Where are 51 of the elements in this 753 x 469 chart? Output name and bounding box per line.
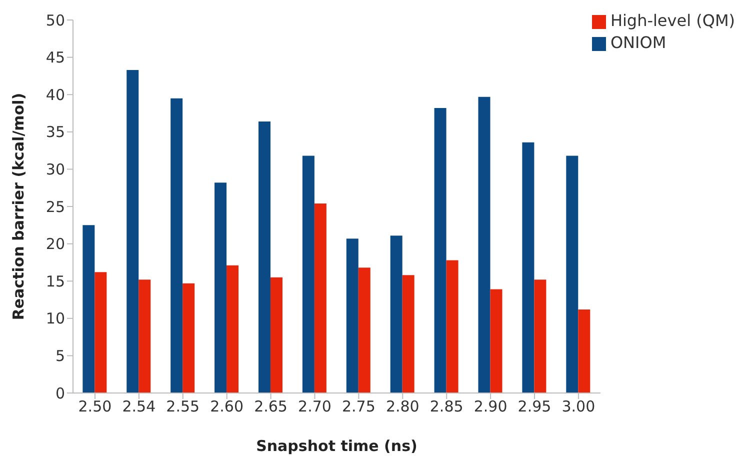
x-axis-title: Snapshot time (ns) (256, 437, 418, 455)
y-tick-label: 0 (55, 384, 65, 402)
y-tick-label: 5 (55, 347, 65, 366)
x-tick-label: 2.55 (166, 398, 200, 416)
x-tick-label: 2.65 (254, 398, 288, 416)
y-axis-title: Reaction barrier (kcal/mol) (9, 92, 28, 320)
bar (490, 289, 502, 393)
bar (402, 275, 414, 393)
bar (446, 260, 458, 393)
legend-label: ONIOM (610, 33, 666, 52)
bar (226, 265, 239, 393)
bar (346, 238, 358, 393)
x-tick-label: 2.50 (78, 398, 112, 416)
bar (314, 204, 326, 393)
bar (138, 280, 151, 393)
bar (578, 309, 590, 393)
x-tick-label: 3.00 (562, 398, 596, 416)
y-tick-label: 25 (46, 198, 65, 216)
bar (94, 272, 107, 393)
bar (534, 280, 546, 393)
y-tick-label: 50 (46, 11, 65, 30)
bar (522, 142, 534, 393)
x-tick-label: 2.60 (210, 398, 244, 416)
bar (82, 225, 95, 393)
bar (390, 236, 402, 393)
x-tick-label: 2.90 (474, 398, 508, 416)
bar (434, 108, 446, 393)
y-tick-label: 35 (46, 123, 65, 142)
bar (182, 283, 195, 393)
y-tick-label: 40 (46, 86, 65, 104)
x-tick-label: 2.80 (386, 398, 420, 416)
x-tick-label: 2.95 (518, 398, 552, 416)
bar (214, 182, 227, 393)
legend-label: High-level (QM) (610, 11, 735, 30)
y-tick-label: 30 (46, 160, 65, 179)
y-tick-label: 15 (46, 272, 65, 290)
x-tick-label: 2.75 (342, 398, 376, 416)
x-tick-label: 2.85 (430, 398, 464, 416)
y-tick-label: 45 (46, 48, 65, 67)
x-tick-label: 2.70 (298, 398, 332, 416)
bar (566, 156, 578, 393)
bar (126, 70, 139, 393)
x-tick-label: 2.54 (122, 398, 156, 416)
bar (270, 277, 282, 393)
bar (358, 268, 370, 393)
bar (170, 98, 183, 393)
y-tick-label: 10 (46, 310, 65, 328)
y-tick-label: 20 (46, 235, 65, 254)
bar (302, 156, 314, 393)
bar (258, 121, 270, 393)
bar (478, 96, 490, 393)
